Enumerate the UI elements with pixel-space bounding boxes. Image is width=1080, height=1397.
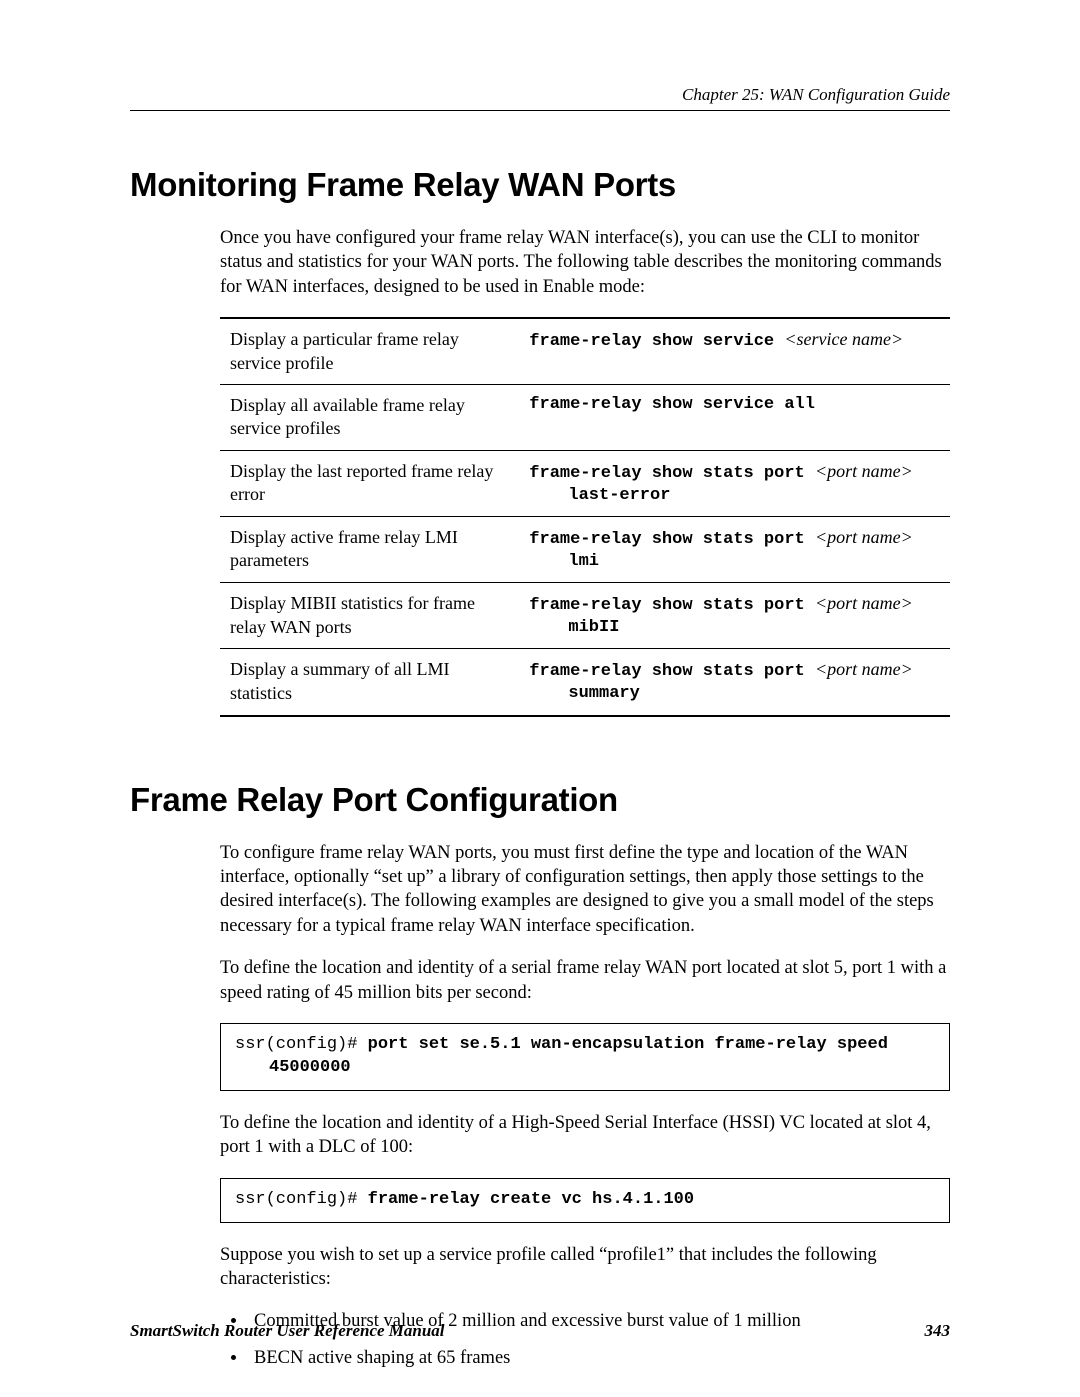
table-cell-command: frame-relay show stats port <port name>s… <box>519 649 950 716</box>
table-row: Display the last reported frame relay er… <box>220 450 950 516</box>
code1-prompt: ssr(config)# <box>235 1035 368 1054</box>
section1-body: Once you have configured your frame rela… <box>220 226 950 717</box>
section-heading-config: Frame Relay Port Configuration <box>130 781 950 819</box>
table-row: Display active frame relay LMI parameter… <box>220 516 950 582</box>
table-cell-description: Display active frame relay LMI parameter… <box>220 516 519 582</box>
chapter-label: Chapter 25: WAN Configuration Guide <box>130 85 950 110</box>
table-cell-description: Display the last reported frame relay er… <box>220 450 519 516</box>
section2-para1: To configure frame relay WAN ports, you … <box>220 841 950 939</box>
table-row: Display all available frame relay servic… <box>220 385 950 451</box>
bullet-item: BECN active shaping at 65 frames <box>248 1346 950 1370</box>
command-parameter: <port name> <box>815 659 913 679</box>
code1-line1: port set se.5.1 wan-encapsulation frame-… <box>368 1035 888 1054</box>
table-cell-description: Display all available frame relay servic… <box>220 385 519 451</box>
command-line2: summary <box>529 683 936 705</box>
section2-body: To configure frame relay WAN ports, you … <box>220 841 950 1371</box>
command-parameter: <port name> <box>815 527 913 547</box>
table-row: Display a summary of all LMI statisticsf… <box>220 649 950 716</box>
code-block-1: ssr(config)# port set se.5.1 wan-encapsu… <box>220 1023 950 1091</box>
section2-para3: To define the location and identity of a… <box>220 1111 950 1160</box>
command-line2: last-error <box>529 485 936 507</box>
table-cell-description: Display a summary of all LMI statistics <box>220 649 519 716</box>
code2-prompt: ssr(config)# <box>235 1190 368 1209</box>
page-container: Chapter 25: WAN Configuration Guide Moni… <box>0 0 1080 1397</box>
table-row: Display MIBII statistics for frame relay… <box>220 583 950 649</box>
section-heading-monitoring: Monitoring Frame Relay WAN Ports <box>130 166 950 204</box>
section2-para4: Suppose you wish to set up a service pro… <box>220 1243 950 1292</box>
command-parameter: <service name> <box>784 329 903 349</box>
code-block-2: ssr(config)# frame-relay create vc hs.4.… <box>220 1178 950 1223</box>
table-cell-command: frame-relay show service <service name> <box>519 318 950 384</box>
table-row: Display a particular frame relay service… <box>220 318 950 384</box>
command-line2: lmi <box>529 551 936 573</box>
footer-manual-title: SmartSwitch Router User Reference Manual <box>130 1321 445 1341</box>
table-cell-command: frame-relay show stats port <port name>l… <box>519 516 950 582</box>
table-cell-command: frame-relay show service all <box>519 385 950 451</box>
code2-cmd: frame-relay create vc hs.4.1.100 <box>368 1190 694 1209</box>
table-cell-command: frame-relay show stats port <port name>l… <box>519 450 950 516</box>
section1-intro: Once you have configured your frame rela… <box>220 226 950 299</box>
table-cell-command: frame-relay show stats port <port name>m… <box>519 583 950 649</box>
header-rule: Chapter 25: WAN Configuration Guide <box>130 85 950 111</box>
command-line2: mibII <box>529 617 936 639</box>
section2-para2: To define the location and identity of a… <box>220 956 950 1005</box>
table-cell-description: Display a particular frame relay service… <box>220 318 519 384</box>
table-cell-description: Display MIBII statistics for frame relay… <box>220 583 519 649</box>
code1-line2: 45000000 <box>235 1057 935 1080</box>
command-parameter: <port name> <box>815 461 913 481</box>
page-footer: SmartSwitch Router User Reference Manual… <box>130 1321 950 1341</box>
commands-table: Display a particular frame relay service… <box>220 317 950 716</box>
footer-page-number: 343 <box>925 1321 951 1341</box>
command-parameter: <port name> <box>815 593 913 613</box>
